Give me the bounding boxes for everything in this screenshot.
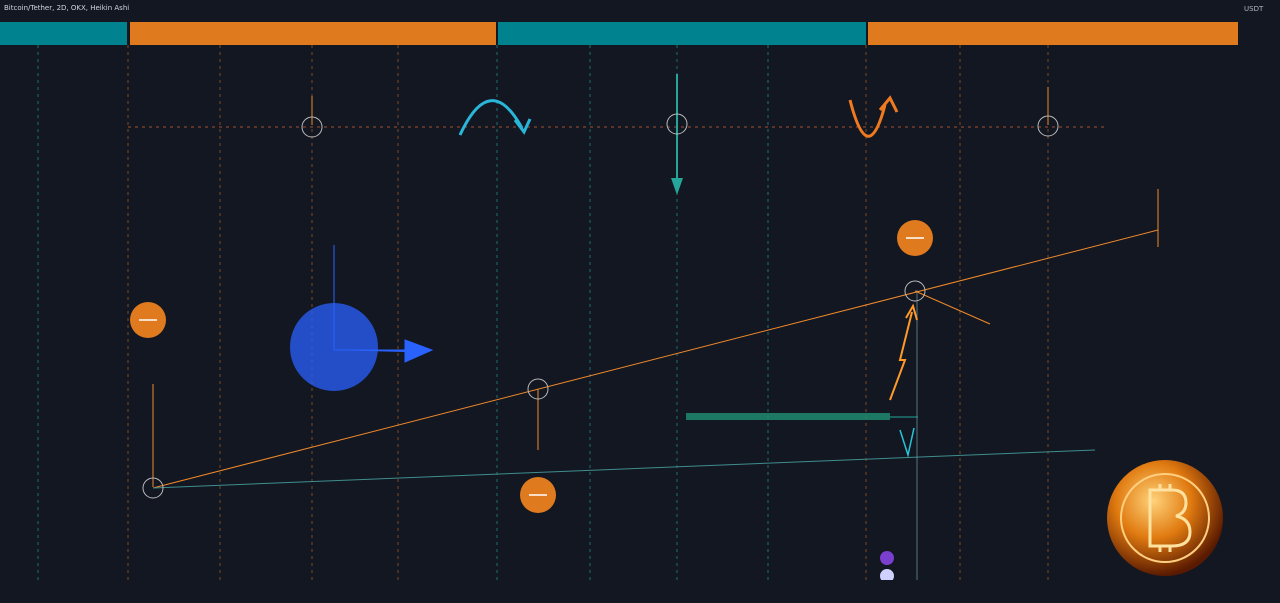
axis-unit: USDT bbox=[1244, 5, 1264, 13]
chart-title: Bitcoin/Tether, 2D, OKX, Heikin Ashi bbox=[4, 4, 129, 12]
cycle-band bbox=[130, 22, 496, 45]
cycle-band bbox=[498, 22, 866, 45]
drawings bbox=[130, 74, 1223, 583]
cycle-band bbox=[868, 22, 1238, 45]
price-axis bbox=[1238, 0, 1280, 603]
time-axis bbox=[0, 580, 1238, 603]
cycle-band bbox=[0, 22, 127, 45]
